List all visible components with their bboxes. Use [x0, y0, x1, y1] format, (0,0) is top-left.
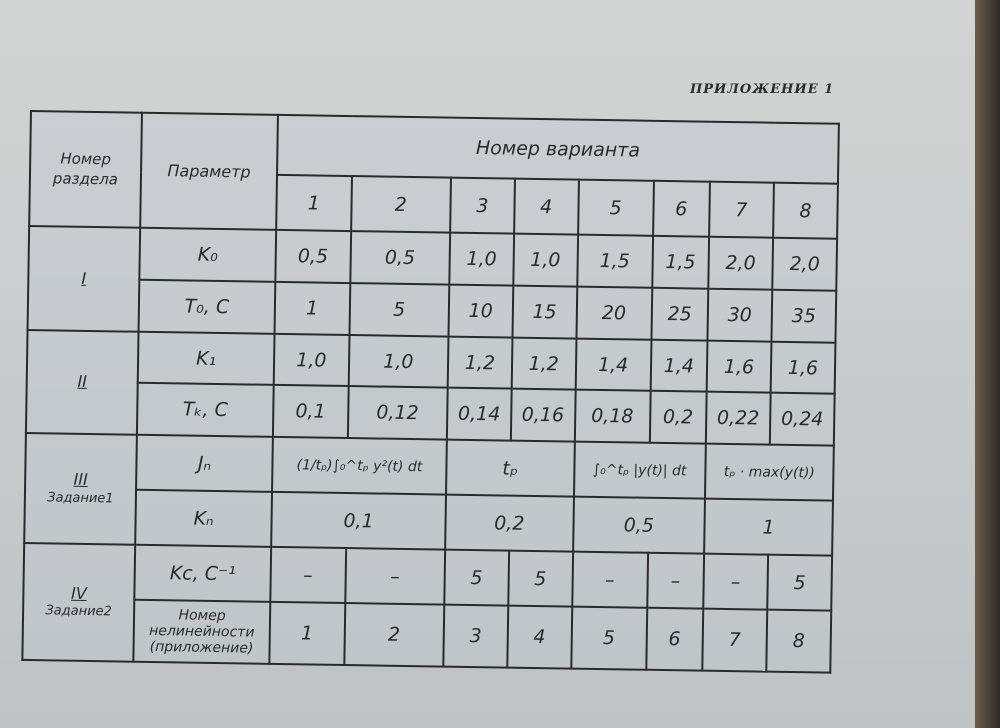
value-cell: 1 — [269, 601, 345, 665]
value-cell: 8 — [766, 609, 832, 673]
variant-number: 2 — [350, 176, 451, 233]
value-cell: 5 — [570, 606, 647, 670]
variant-number: 1 — [276, 174, 352, 232]
value-cell: 1,0 — [449, 232, 514, 286]
table-row: Номер нелинейности (приложение) 1 2 3 4 5 6 7 8 — [22, 598, 832, 673]
variant-number: 8 — [773, 182, 838, 239]
header-variant: Номер варианта — [277, 114, 839, 184]
value-cell: 0,16 — [510, 388, 576, 442]
parameter-cell: Номер нелинейности (приложение) — [133, 599, 271, 664]
section-task: Задание1 — [47, 490, 114, 507]
value-cell: 0,18 — [574, 389, 651, 443]
value-cell: 15 — [512, 285, 577, 339]
header-parameter: Параметр — [140, 112, 278, 230]
value-cell: 2,0 — [772, 237, 838, 291]
section-cell: IV Задание2 — [22, 542, 136, 662]
value-cell: 0,1 — [272, 384, 349, 439]
value-cell: 1,6 — [770, 341, 836, 394]
value-cell: 1,4 — [650, 339, 708, 392]
value-cell: 5 — [349, 283, 450, 337]
value-cell: 1,2 — [511, 337, 576, 390]
value-cell: 0,5 — [572, 496, 705, 554]
value-cell: 5 — [508, 550, 573, 607]
variants-table: Номер раздела Параметр Номер варианта 1 2 3 4 5… — [21, 110, 840, 674]
value-cell: 1,5 — [651, 235, 710, 289]
variant-number: 4 — [513, 178, 579, 235]
value-cell: tₚ · max(y(t)) — [704, 443, 834, 501]
value-cell: 1,4 — [575, 338, 652, 391]
appendix-title: ПРИЛОЖЕНИЕ 1 — [690, 82, 835, 97]
value-cell: 2 — [343, 603, 445, 667]
parameter-cell: K₀ — [139, 227, 277, 282]
value-cell: 6 — [645, 607, 704, 671]
value-cell: 1 — [704, 498, 833, 556]
value-cell: 7 — [702, 608, 768, 672]
value-cell: 0,24 — [769, 392, 835, 446]
value-cell: 1,0 — [273, 333, 350, 387]
value-cell: 1,0 — [348, 335, 449, 388]
value-cell: – — [270, 546, 346, 604]
value-cell: 0,14 — [446, 387, 512, 441]
value-cell: – — [571, 551, 648, 608]
value-cell: 1 — [274, 281, 350, 336]
value-cell: 2,0 — [708, 236, 774, 290]
value-cell: 35 — [771, 289, 837, 343]
header-row: Номер раздела Параметр Номер варианта — [29, 111, 839, 230]
parameter-cell: T₀, C — [138, 279, 276, 334]
section-cell: II — [25, 329, 139, 435]
variant-number: 5 — [577, 179, 654, 236]
variant-number: 7 — [709, 181, 774, 238]
value-cell: 0,5 — [349, 231, 451, 285]
value-cell: 5 — [767, 554, 833, 611]
section-number: IV — [70, 583, 87, 603]
value-cell: 5 — [444, 549, 509, 606]
section-number: I — [81, 268, 87, 288]
variant-number: 3 — [450, 177, 515, 234]
value-cell: – — [703, 553, 769, 610]
parameter-cell: Kₙ — [135, 489, 273, 547]
parameter-cell: K₁ — [137, 331, 275, 385]
value-cell: 10 — [448, 284, 514, 338]
section-task: Задание2 — [45, 603, 112, 620]
value-cell: – — [344, 548, 446, 605]
value-cell: 4 — [507, 605, 572, 669]
value-cell: 1,5 — [576, 234, 653, 288]
value-cell: 30 — [707, 288, 773, 342]
value-cell: 3 — [443, 604, 509, 668]
parameter-cell: Kc, C⁻¹ — [134, 544, 272, 602]
header-section: Номер раздела — [29, 111, 142, 228]
section-number: II — [77, 371, 88, 392]
value-cell: 25 — [651, 287, 709, 341]
document-page: ПРИЛОЖЕНИЕ 1 Номер раздела Параметр Номер … — [0, 0, 975, 728]
value-cell: tₚ — [445, 439, 575, 497]
section-number: III — [73, 469, 88, 490]
value-cell: 0,2 — [649, 390, 707, 444]
parameter-cell: Jₙ — [136, 434, 273, 492]
value-cell: 1,0 — [513, 233, 578, 287]
value-cell: 1,2 — [447, 336, 513, 389]
value-cell: 20 — [575, 286, 652, 340]
variant-number: 6 — [652, 180, 710, 237]
value-cell: 0,5 — [275, 229, 351, 284]
value-cell: ∫₀^tₚ |y(t)| dt — [573, 441, 706, 499]
book-edge — [975, 0, 1000, 728]
value-cell: (1/tₚ)∫₀^tₚ y²(t) dt — [272, 436, 447, 495]
value-cell: 0,1 — [271, 491, 446, 550]
parameter-cell: Tₖ, C — [136, 382, 274, 437]
value-cell: 1,6 — [706, 340, 772, 393]
section-cell: III Задание1 — [24, 432, 137, 545]
value-cell: 0,12 — [347, 386, 448, 440]
section-cell: I — [27, 226, 141, 332]
value-cell: 0,2 — [445, 494, 574, 552]
value-cell: 0,22 — [705, 391, 771, 445]
value-cell: – — [646, 552, 705, 609]
